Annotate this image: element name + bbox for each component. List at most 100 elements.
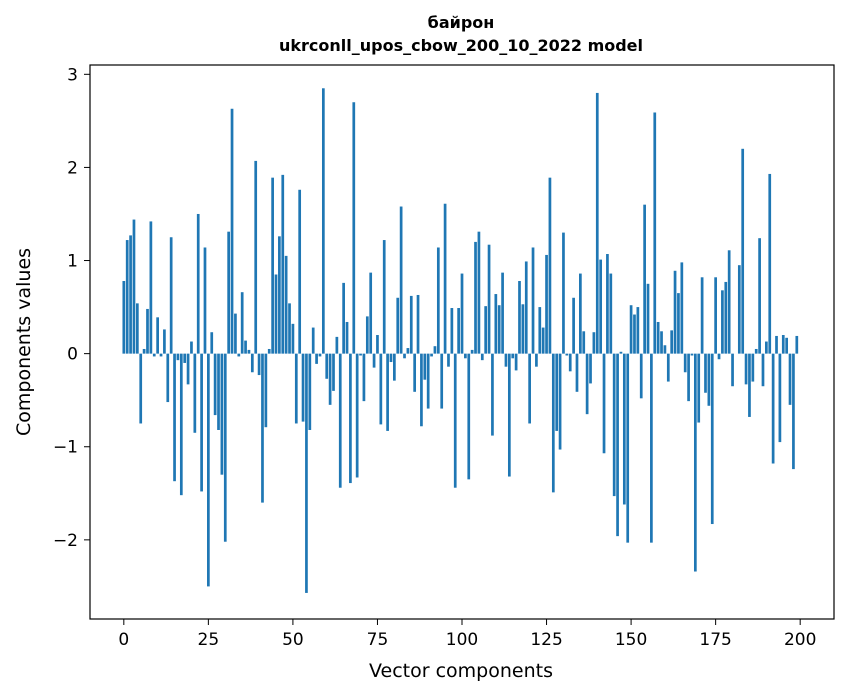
x-tick-label: 175 bbox=[699, 630, 731, 650]
bar-90 bbox=[426, 353, 430, 409]
bar-147 bbox=[619, 351, 623, 354]
bar-73 bbox=[369, 272, 373, 354]
bar-109 bbox=[491, 353, 494, 436]
bar-129 bbox=[558, 353, 562, 450]
bar-130 bbox=[562, 232, 565, 354]
bar-176 bbox=[717, 353, 721, 360]
bar-44 bbox=[271, 177, 274, 354]
bar-92 bbox=[433, 346, 437, 354]
bar-96 bbox=[447, 353, 450, 367]
bar-17 bbox=[179, 353, 183, 496]
bar-4 bbox=[135, 303, 139, 354]
bar-151 bbox=[633, 314, 636, 354]
bar-48 bbox=[284, 255, 288, 354]
bar-98 bbox=[453, 353, 457, 488]
bar-149 bbox=[626, 353, 630, 543]
bar-133 bbox=[572, 297, 575, 354]
bar-31 bbox=[227, 231, 231, 354]
bar-81 bbox=[396, 297, 400, 354]
y-tick-label: 0 bbox=[67, 345, 78, 365]
bar-144 bbox=[609, 273, 613, 354]
bar-10 bbox=[156, 317, 159, 354]
bar-67 bbox=[349, 353, 352, 484]
bar-145 bbox=[612, 353, 616, 497]
bar-47 bbox=[281, 174, 285, 354]
bar-22 bbox=[196, 213, 200, 354]
bar-117 bbox=[518, 281, 521, 354]
bar-88 bbox=[420, 353, 423, 427]
bar-34 bbox=[237, 353, 241, 357]
bar-11 bbox=[159, 353, 163, 357]
bar-105 bbox=[477, 231, 481, 354]
bar-186 bbox=[751, 353, 755, 382]
bar-77 bbox=[382, 240, 386, 354]
bar-199 bbox=[795, 335, 799, 354]
bar-91 bbox=[430, 353, 433, 357]
bar-195 bbox=[781, 335, 785, 354]
x-axis-label: Vector components bbox=[369, 660, 553, 682]
bar-51 bbox=[294, 353, 298, 424]
bar-93 bbox=[436, 247, 440, 354]
bar-182 bbox=[737, 265, 741, 354]
y-tick-label: −1 bbox=[53, 438, 78, 458]
bar-196 bbox=[785, 337, 789, 354]
bar-118 bbox=[521, 304, 525, 354]
x-tick-label: 200 bbox=[784, 630, 816, 650]
bar-152 bbox=[636, 307, 640, 354]
bar-43 bbox=[267, 348, 271, 354]
bar-141 bbox=[599, 259, 603, 354]
x-tick-label: 100 bbox=[446, 630, 478, 650]
bar-111 bbox=[497, 305, 501, 354]
bar-131 bbox=[565, 353, 569, 356]
x-axis: 0 25 50 75 100 125 150 175 200 bbox=[118, 619, 816, 650]
bar-172 bbox=[704, 353, 707, 393]
bar-179 bbox=[727, 250, 731, 354]
bar-146 bbox=[616, 353, 619, 537]
bar-40 bbox=[257, 353, 261, 376]
bar-68 bbox=[352, 102, 356, 354]
bar-13 bbox=[166, 353, 170, 403]
bar-116 bbox=[514, 353, 518, 371]
bar-124 bbox=[541, 327, 545, 354]
bar-32 bbox=[230, 108, 234, 354]
bar-122 bbox=[535, 353, 538, 367]
bar-39 bbox=[254, 160, 258, 354]
bar-104 bbox=[474, 241, 477, 354]
bar-28 bbox=[217, 353, 220, 430]
bar-25 bbox=[207, 353, 210, 587]
bar-185 bbox=[748, 353, 751, 417]
bar-121 bbox=[531, 247, 535, 354]
bar-154 bbox=[643, 204, 646, 354]
bar-79 bbox=[389, 353, 393, 363]
chart-subtitle: ukrconll_upos_cbow_200_10_2022 model bbox=[279, 36, 643, 55]
bar-62 bbox=[332, 353, 335, 391]
bar-21 bbox=[193, 353, 197, 433]
bar-126 bbox=[548, 177, 552, 354]
bar-75 bbox=[376, 335, 379, 354]
bar-80 bbox=[393, 353, 396, 381]
bar-175 bbox=[714, 277, 717, 354]
bar-127 bbox=[551, 353, 555, 493]
bar-161 bbox=[666, 353, 670, 382]
y-tick-label: 2 bbox=[67, 158, 78, 178]
bar-177 bbox=[721, 290, 724, 354]
bar-168 bbox=[690, 353, 694, 356]
bar-136 bbox=[582, 331, 586, 354]
bar-5 bbox=[139, 353, 143, 424]
bar-158 bbox=[656, 321, 660, 354]
bar-66 bbox=[345, 321, 349, 354]
bar-85 bbox=[409, 295, 413, 354]
bar-1 bbox=[125, 240, 129, 354]
bar-132 bbox=[568, 353, 572, 372]
bar-125 bbox=[545, 254, 548, 354]
bar-128 bbox=[555, 353, 559, 431]
x-tick-label: 75 bbox=[367, 630, 389, 650]
bar-27 bbox=[213, 353, 217, 416]
bar-14 bbox=[169, 237, 173, 354]
bar-41 bbox=[261, 353, 264, 503]
bar-8 bbox=[149, 221, 153, 354]
bar-36 bbox=[244, 340, 247, 354]
bar-173 bbox=[707, 353, 711, 406]
